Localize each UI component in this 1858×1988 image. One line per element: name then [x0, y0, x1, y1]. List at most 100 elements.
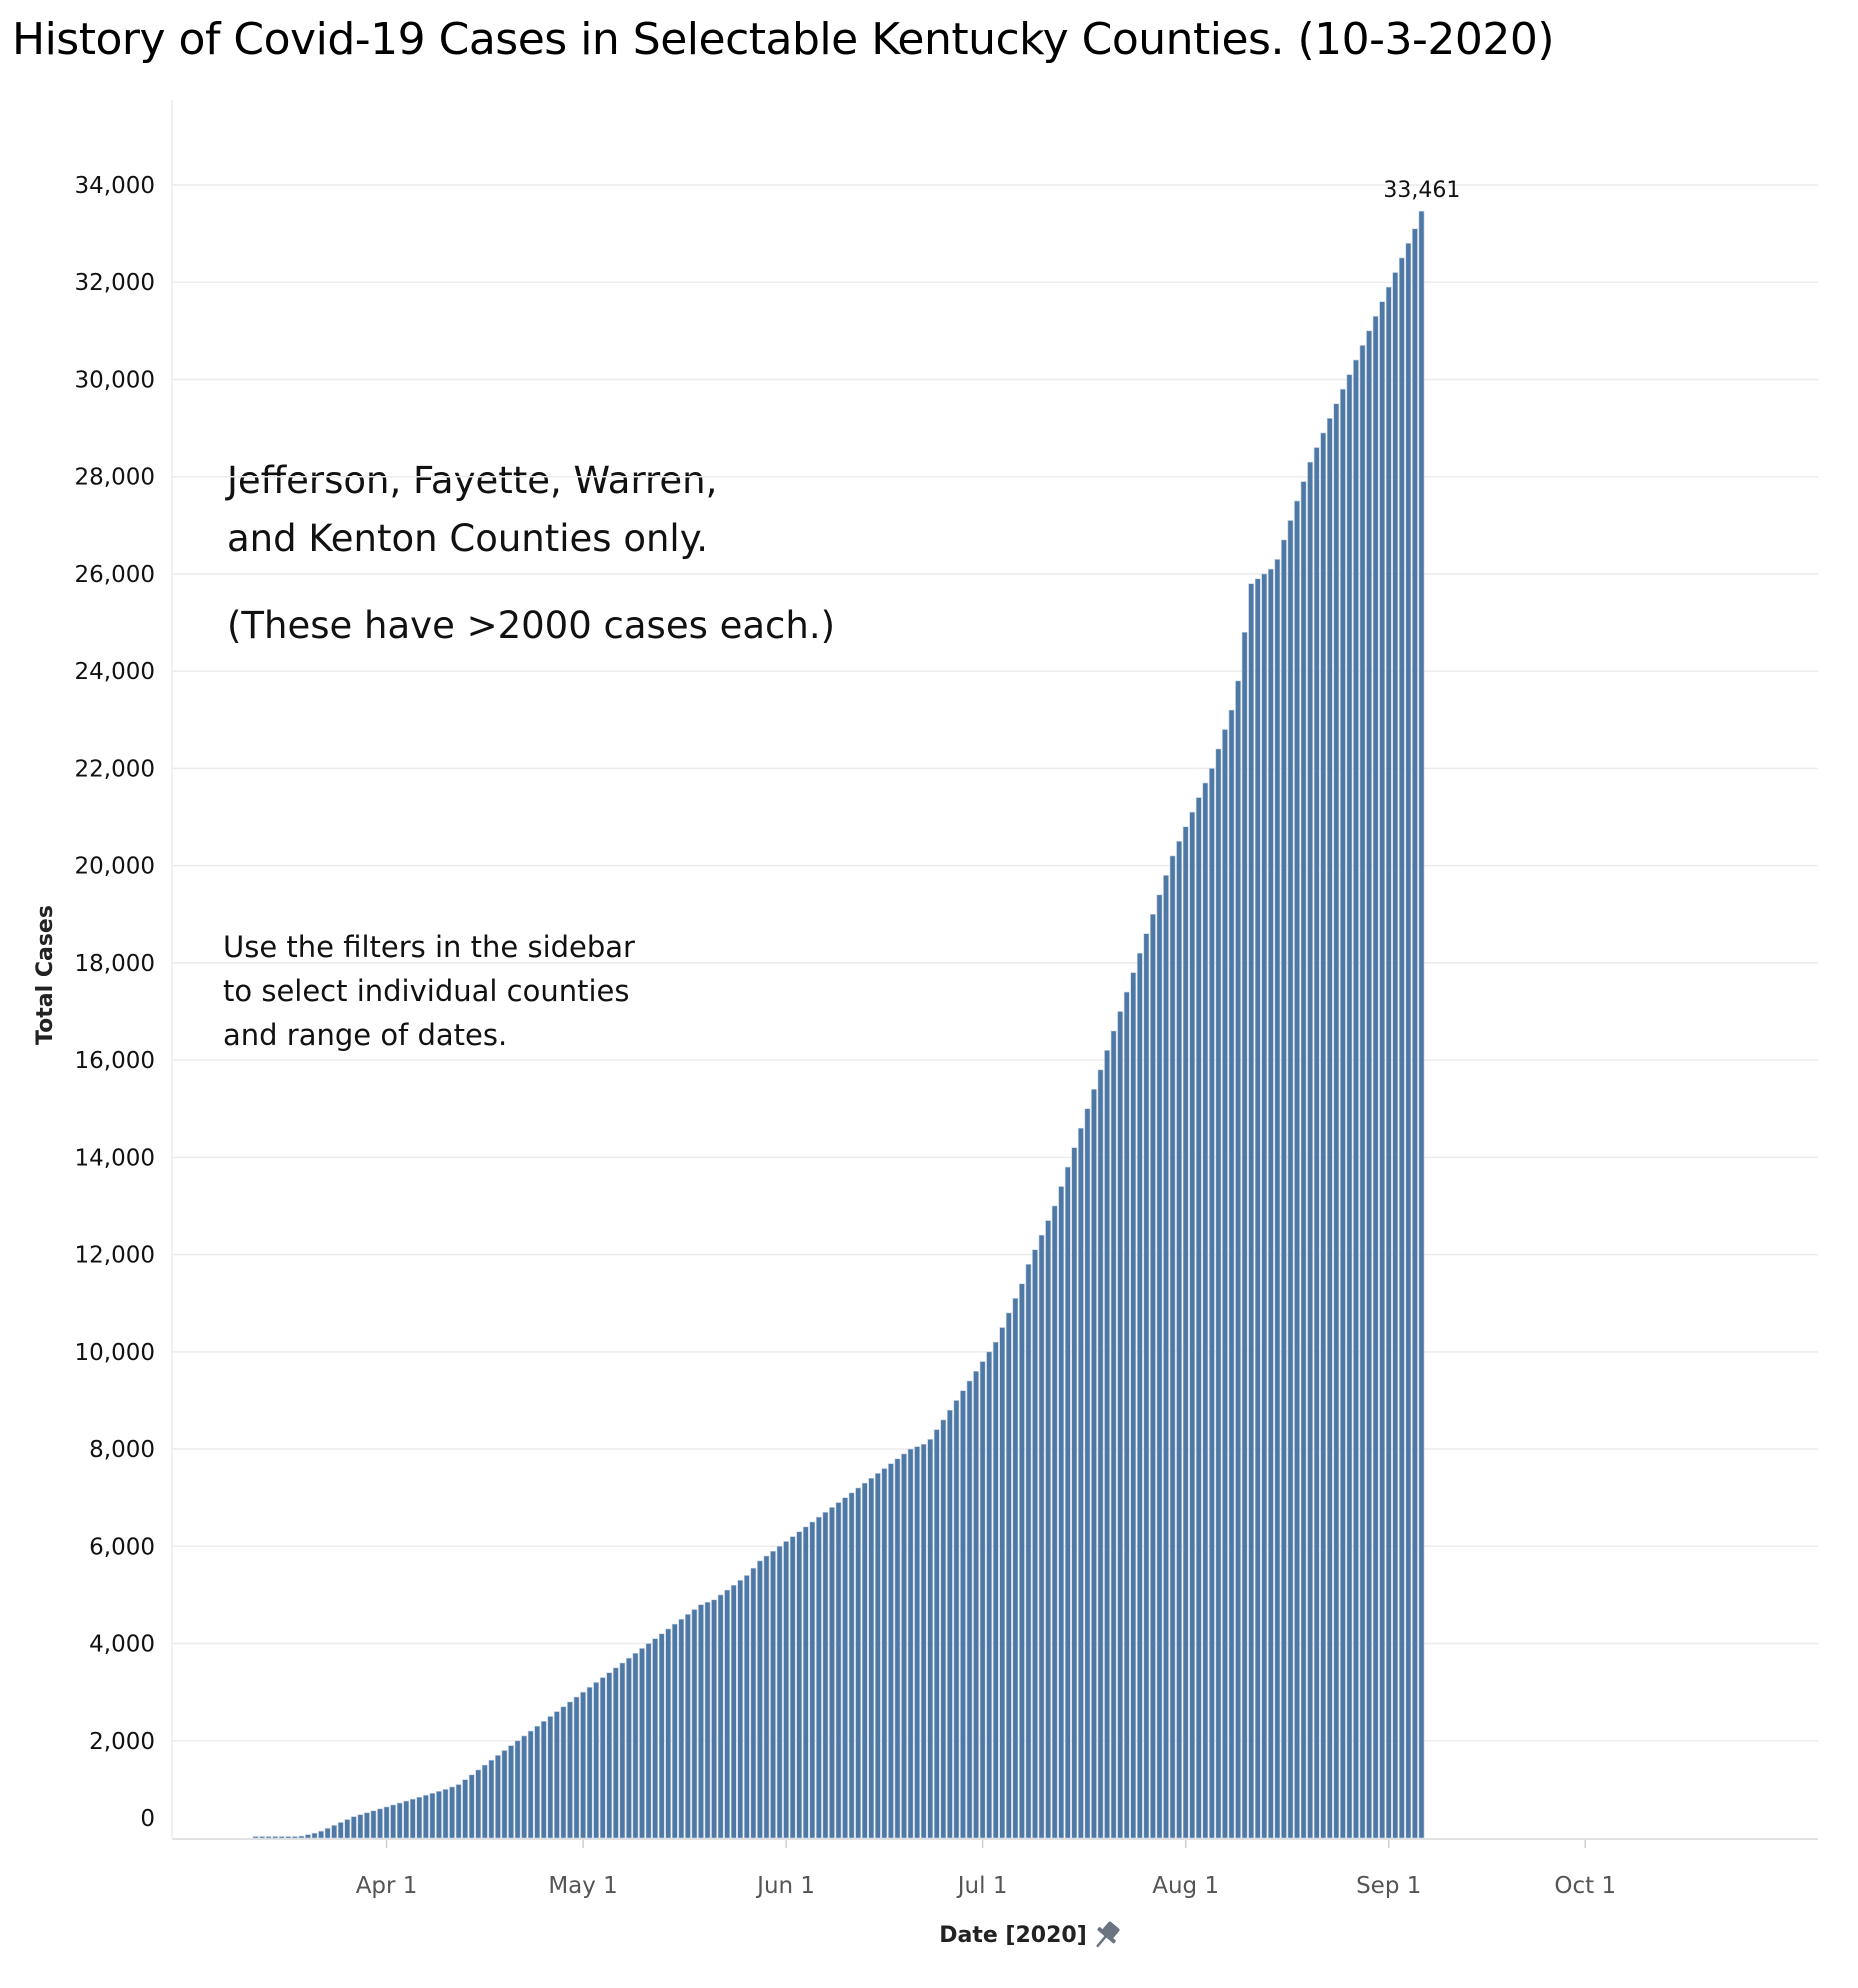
bar[interactable] [1091, 1088, 1097, 1839]
bar[interactable] [822, 1511, 829, 1839]
bar[interactable] [789, 1536, 796, 1839]
bar[interactable] [770, 1550, 776, 1839]
bar[interactable] [1412, 228, 1418, 1839]
bar[interactable] [455, 1784, 462, 1839]
pin-icon[interactable] [1089, 1918, 1123, 1953]
bar[interactable] [796, 1531, 803, 1839]
bar[interactable] [1235, 680, 1241, 1839]
bar[interactable] [1267, 568, 1274, 1839]
bar[interactable] [514, 1740, 521, 1839]
bar[interactable] [534, 1725, 541, 1839]
bar[interactable] [272, 1836, 279, 1839]
bar[interactable] [1346, 374, 1353, 1839]
bar[interactable] [612, 1667, 619, 1839]
bar[interactable] [599, 1677, 606, 1839]
bar[interactable] [527, 1730, 534, 1839]
bar[interactable] [1359, 345, 1366, 1839]
bar[interactable] [698, 1604, 704, 1839]
bar[interactable] [999, 1327, 1006, 1839]
bar[interactable] [783, 1541, 789, 1839]
bar[interactable] [1176, 841, 1183, 1839]
bar[interactable] [1104, 1050, 1110, 1839]
bar[interactable] [992, 1341, 999, 1839]
bar[interactable] [580, 1691, 586, 1839]
bar[interactable] [1340, 388, 1346, 1839]
bar[interactable] [973, 1370, 979, 1839]
bar[interactable] [946, 1409, 953, 1839]
bars[interactable] [252, 210, 1425, 1839]
bar[interactable] [1307, 461, 1314, 1839]
bar[interactable] [252, 1836, 259, 1839]
bar[interactable] [488, 1759, 495, 1839]
bar[interactable] [1294, 500, 1300, 1839]
bar[interactable] [462, 1779, 469, 1839]
bar[interactable] [1032, 1249, 1038, 1839]
bar[interactable] [377, 1808, 383, 1839]
bar[interactable] [1019, 1283, 1025, 1839]
bar[interactable] [901, 1453, 907, 1839]
bar[interactable] [1405, 243, 1412, 1839]
bar[interactable] [1418, 210, 1425, 1839]
bar[interactable] [671, 1623, 678, 1839]
bar[interactable] [1130, 972, 1137, 1839]
bar[interactable] [855, 1487, 862, 1839]
bar[interactable] [586, 1686, 593, 1839]
bar[interactable] [658, 1633, 665, 1839]
bar[interactable] [1215, 748, 1222, 1839]
bar[interactable] [1366, 330, 1372, 1839]
bar[interactable] [1005, 1312, 1012, 1839]
bar[interactable] [1038, 1234, 1045, 1839]
bar[interactable] [1084, 1108, 1091, 1839]
bar[interactable] [730, 1584, 737, 1839]
bar[interactable] [1281, 539, 1287, 1839]
bar[interactable] [1078, 1127, 1084, 1839]
bar[interactable] [350, 1816, 357, 1839]
bar[interactable] [265, 1836, 272, 1839]
bar[interactable] [540, 1721, 547, 1839]
bar[interactable] [495, 1755, 501, 1839]
bar[interactable] [1117, 1011, 1124, 1839]
bar[interactable] [1012, 1298, 1019, 1839]
bar[interactable] [547, 1716, 554, 1839]
bar[interactable] [1248, 583, 1255, 1839]
bar[interactable] [960, 1390, 966, 1839]
bar[interactable] [691, 1609, 698, 1839]
bar[interactable] [508, 1745, 514, 1839]
bar[interactable] [763, 1555, 770, 1839]
bar[interactable] [809, 1521, 816, 1839]
bar[interactable] [678, 1618, 685, 1839]
bar[interactable] [344, 1819, 351, 1839]
bar[interactable] [403, 1800, 410, 1839]
bar[interactable] [311, 1832, 318, 1839]
bar[interactable] [1385, 286, 1392, 1839]
bar[interactable] [370, 1810, 377, 1839]
bar[interactable] [449, 1786, 455, 1839]
bar[interactable] [665, 1628, 672, 1839]
bar[interactable] [1071, 1147, 1078, 1839]
bar[interactable] [409, 1798, 416, 1839]
bar[interactable] [1123, 991, 1130, 1839]
bar[interactable] [986, 1351, 993, 1839]
bar[interactable] [1045, 1220, 1052, 1839]
bar[interactable] [606, 1672, 613, 1839]
bar[interactable] [390, 1804, 396, 1839]
bar[interactable] [1189, 811, 1196, 1839]
bar[interactable] [881, 1468, 888, 1839]
bar[interactable] [835, 1502, 842, 1839]
bar[interactable] [1182, 826, 1189, 1839]
bar[interactable] [1320, 432, 1327, 1839]
bar[interactable] [704, 1601, 711, 1839]
bar[interactable] [757, 1560, 763, 1839]
bar[interactable] [1228, 709, 1235, 1839]
bar[interactable] [324, 1827, 331, 1839]
bar[interactable] [1136, 952, 1143, 1839]
bar[interactable] [966, 1380, 973, 1839]
bar[interactable] [1202, 782, 1209, 1839]
bar[interactable] [305, 1834, 311, 1839]
bar[interactable] [436, 1791, 442, 1839]
bar[interactable] [815, 1516, 822, 1839]
bar[interactable] [750, 1567, 757, 1839]
bar[interactable] [645, 1643, 652, 1839]
bar[interactable] [1333, 403, 1340, 1839]
bar[interactable] [1025, 1264, 1032, 1839]
